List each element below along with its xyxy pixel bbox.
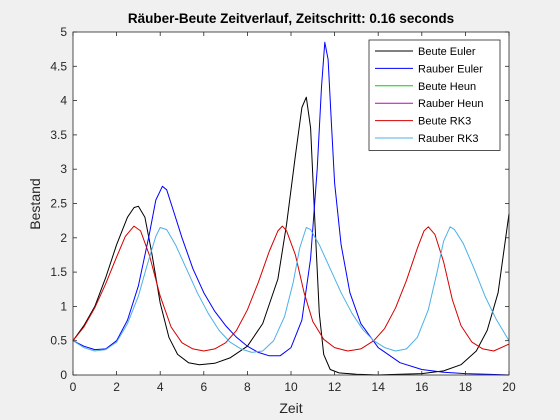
y-tick-label: 1.5 <box>50 265 67 279</box>
x-tick-label: 0 <box>70 380 77 394</box>
series-layer <box>72 41 510 376</box>
y-tick-label: 3 <box>60 162 67 176</box>
ticks-layer: 0 2 4 6 8 10 12 14 16 18 20 0 0.5 1 1.5 2 2.5 3 3.5 4 4.5 5 <box>50 25 516 394</box>
y-tick-label: 1 <box>60 299 67 313</box>
x-tick-label: 4 <box>157 380 164 394</box>
x-tick-label: 14 <box>372 380 386 394</box>
x-tick-label: 8 <box>244 380 251 394</box>
x-tick-label: 18 <box>459 380 473 394</box>
x-tick-label: 6 <box>200 380 207 394</box>
legend-label-beute-rk3: Beute RK3 <box>418 116 471 128</box>
series-line-beute-rk3 <box>72 225 510 352</box>
y-tick-label: 5 <box>60 25 67 39</box>
y-tick-label: 3.5 <box>50 128 67 142</box>
y-tick-label: 0 <box>60 368 67 382</box>
legend-label-rauber-rk3: Rauber RK3 <box>418 133 479 145</box>
legend-label-beute-euler: Beute Euler <box>418 46 476 58</box>
y-tick-label: 0.5 <box>50 334 67 348</box>
y-tick-label: 4 <box>60 94 67 108</box>
series-line-rauber-euler <box>72 41 510 376</box>
chart-title: Räuber-Beute Zeitverlauf, Zeitschritt: 0… <box>128 11 454 26</box>
series-line-rauber-rk3 <box>72 226 510 353</box>
legend: Beute Euler Rauber Euler Beute Heun Rauber … <box>368 39 501 151</box>
x-tick-label: 2 <box>113 380 120 394</box>
y-tick-label: 2.5 <box>50 197 67 211</box>
y-axis-label: Bestand <box>27 178 43 229</box>
x-axis-label: Zeit <box>279 400 302 416</box>
y-tick-label: 2 <box>60 231 67 245</box>
x-tick-label: 16 <box>415 380 429 394</box>
x-tick-label: 10 <box>284 380 298 394</box>
legend-box <box>368 39 501 151</box>
x-tick-label: 20 <box>502 380 516 394</box>
legend-label-rauber-euler: Rauber Euler <box>418 63 483 75</box>
series-line-beute-euler <box>72 96 510 376</box>
legend-label-rauber-heun: Rauber Heun <box>418 98 483 110</box>
x-tick-label: 12 <box>328 380 342 394</box>
y-tick-label: 4.5 <box>50 59 67 73</box>
legend-label-beute-heun: Beute Heun <box>418 81 476 93</box>
